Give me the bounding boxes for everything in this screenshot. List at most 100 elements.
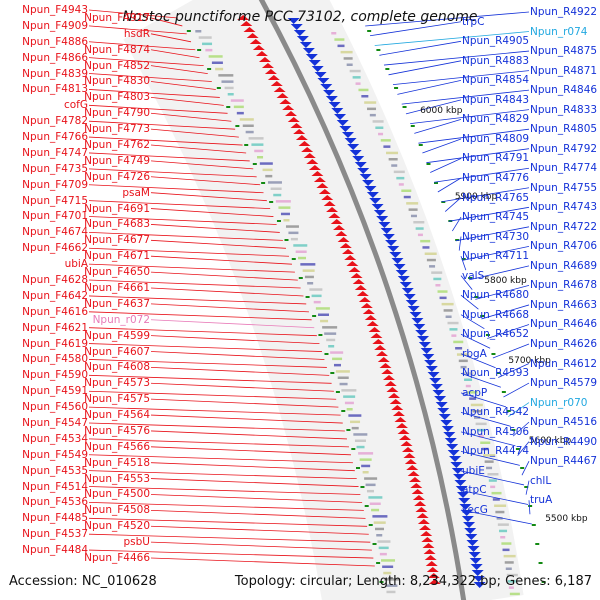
- minus-strand-gene: [397, 429, 410, 434]
- leader-line: [88, 374, 332, 384]
- minus-strand-gene: [306, 159, 319, 164]
- scale-tick: [244, 144, 249, 146]
- minus-strand-gene: [406, 465, 419, 470]
- leader-line: [437, 177, 462, 193]
- outer-band: [123, 0, 524, 600]
- gene-label-right: Npun_R4680: [462, 289, 530, 302]
- feature-track-mark: [469, 397, 477, 400]
- scale-tick: [410, 125, 415, 127]
- scale-tick: [441, 201, 446, 203]
- gene-label-right: Npun_R4805: [530, 123, 598, 136]
- gene-label-left: Npun_F4599: [84, 329, 150, 342]
- gene-label-right: Npun_R4678: [530, 279, 598, 292]
- feature-track-mark: [378, 546, 389, 550]
- gene-label-right: trpC: [462, 15, 485, 28]
- feature-track-mark: [353, 433, 368, 436]
- plus-strand-gene: [331, 108, 344, 114]
- leader-line: [88, 486, 361, 495]
- minus-strand-gene: [396, 423, 409, 428]
- scale-tick: [528, 505, 533, 507]
- feature-track-mark: [362, 471, 369, 474]
- leader-line: [88, 438, 349, 448]
- feature-track-mark: [254, 149, 264, 153]
- leader-line: [460, 314, 485, 330]
- feature-track-mark: [337, 44, 345, 48]
- feature-track-mark: [337, 376, 349, 379]
- scale-tick: [305, 296, 310, 298]
- gene-label-right: Npun_R4612: [530, 357, 598, 370]
- feature-track-mark: [285, 225, 299, 228]
- feature-track-mark: [202, 42, 213, 46]
- plus-strand-gene: [449, 456, 462, 462]
- leader-line: [460, 275, 473, 290]
- minus-strand-gene: [243, 27, 256, 32]
- gene-label-left: Npun_F4803: [84, 91, 150, 104]
- feature-track-mark: [383, 571, 392, 575]
- leader-line: [460, 411, 511, 427]
- feature-track-mark: [348, 414, 362, 417]
- feature-track-mark: [406, 202, 419, 205]
- plus-strand-gene: [441, 426, 454, 432]
- feature-track-mark: [211, 61, 223, 64]
- minus-strand-gene: [391, 405, 404, 410]
- feature-track-mark: [484, 460, 494, 463]
- gene-label-left: Npun_F4813: [22, 83, 88, 96]
- plus-strand-gene: [430, 384, 443, 390]
- leader-line: [150, 144, 247, 154]
- plus-strand-gene: [349, 150, 362, 156]
- leader-line: [521, 460, 530, 476]
- leader-line: [88, 216, 277, 225]
- plus-strand-gene: [424, 360, 437, 366]
- gene-label-right: Npun_R4829: [462, 113, 530, 126]
- leader-line: [512, 421, 530, 437]
- minus-strand-gene: [423, 549, 436, 554]
- feature-track-mark: [349, 69, 361, 73]
- gene-label-left: Npun_F4590: [22, 369, 88, 382]
- feature-track-mark: [477, 428, 486, 432]
- feature-track-mark: [401, 189, 412, 192]
- minus-strand-gene: [287, 117, 300, 122]
- gene-label-left: Npun_F4484: [22, 544, 88, 557]
- leader-line: [405, 99, 462, 115]
- kbp-tick-label: 5900 kbp: [454, 192, 498, 202]
- gene-label-right: Npun_R4905: [462, 35, 530, 48]
- gene-label-right: Npun_R4730: [462, 230, 530, 243]
- scale-tick: [364, 505, 369, 507]
- feature-track-mark: [259, 162, 273, 165]
- minus-strand-gene: [420, 531, 433, 536]
- feature-track-mark: [386, 151, 399, 155]
- minus-strand-gene: [377, 357, 390, 362]
- plus-strand-gene: [467, 546, 480, 552]
- feature-track-mark: [509, 592, 520, 596]
- minus-strand-gene: [328, 213, 341, 218]
- plus-strand-gene: [466, 540, 479, 546]
- leader-line: [88, 343, 322, 352]
- plus-strand-gene: [341, 132, 354, 138]
- gene-label-left: Npun_F4749: [84, 154, 150, 167]
- plus-strand-gene: [364, 186, 377, 192]
- gene-label-right: chlL: [530, 474, 552, 487]
- feature-track-mark: [311, 294, 322, 298]
- feature-track-mark: [503, 554, 516, 558]
- scale-tick: [372, 543, 377, 545]
- feature-track-mark: [376, 534, 383, 537]
- gene-label-left: Npun_F4874: [84, 43, 150, 56]
- plus-strand-gene: [464, 528, 477, 534]
- leader-line: [460, 470, 525, 486]
- plus-strand-gene: [314, 72, 327, 78]
- feature-track-mark: [295, 250, 307, 253]
- gene-label-left: psaM: [122, 186, 150, 199]
- feature-track-mark: [431, 271, 443, 274]
- feature-track-mark: [368, 496, 383, 499]
- plus-strand-gene: [434, 396, 447, 402]
- minus-strand-gene: [346, 261, 359, 266]
- gene-label-right: Npun_R4711: [462, 250, 530, 263]
- leader-line: [458, 236, 462, 251]
- feature-track-mark: [501, 542, 512, 545]
- minus-strand-gene: [352, 279, 365, 284]
- plus-strand-gene: [352, 156, 365, 162]
- gene-label-left: Npun_F4537: [22, 528, 88, 541]
- feature-track-mark: [458, 359, 468, 363]
- plus-strand-gene: [287, 18, 300, 24]
- plus-strand-gene: [443, 432, 456, 438]
